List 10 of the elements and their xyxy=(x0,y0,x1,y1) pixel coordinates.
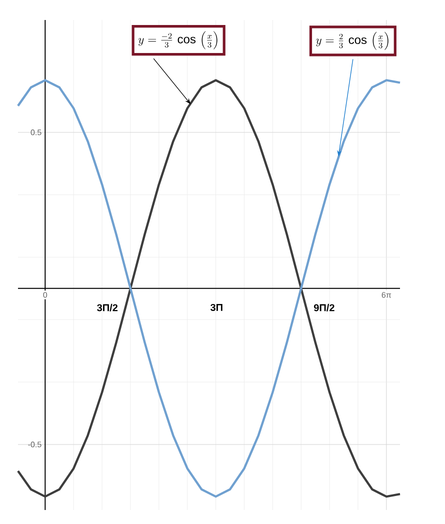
annotation: 9Π/2 xyxy=(314,304,334,312)
annotation: 3Π xyxy=(210,304,222,312)
x-tick-label: 0 xyxy=(43,292,48,298)
y-tick-label: -0.5 xyxy=(28,442,42,448)
annotation: 3Π/2 xyxy=(97,304,118,312)
annotation: $y = \frac{2}{3}\,\cos\,\left(\frac{x}{3}\right)$ xyxy=(316,32,388,50)
line-series xyxy=(16,79,402,498)
y-tick-label: 0.5 xyxy=(30,130,42,136)
x-tick-label: 6π xyxy=(382,292,392,298)
annotation: $y = \frac{-2}{3}\,\cos\,\left(\frac{x}{3}\right)$ xyxy=(138,31,218,50)
